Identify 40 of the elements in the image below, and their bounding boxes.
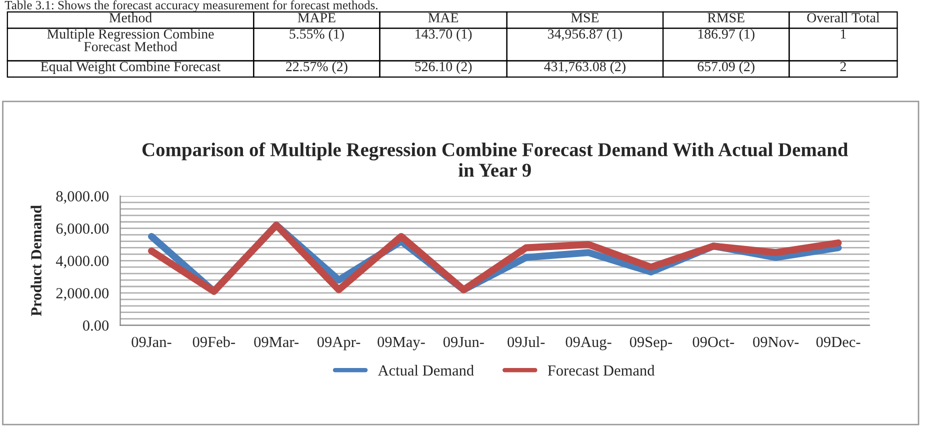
legend-label: Forecast Demand [548, 364, 655, 376]
category-label: Overall Total [807, 12, 880, 22]
category-label: RMSE [708, 13, 744, 22]
x-tick-label: 09Jul- [508, 336, 545, 348]
text: 2 [840, 62, 846, 72]
y-axis-title: Product Demand [30, 205, 42, 316]
x-tick-label: 09Apr- [317, 336, 360, 350]
x-tick-label: 09Oct- [692, 336, 734, 348]
category-label: MAE [428, 13, 458, 22]
y-tick-label: 8,000.00 [56, 191, 109, 204]
text: 22.57% (2) [286, 61, 348, 74]
y-tick-label: 2,000.00 [56, 288, 109, 301]
y-tick-label: 0.00 [82, 320, 109, 331]
x-tick-label: 09Aug- [566, 336, 612, 350]
y-tick-label: 4,000.00 [56, 256, 109, 268]
text: Multiple Regression Combine Forecast Method [47, 28, 214, 52]
text: Equal Weight Combine Forecast [40, 61, 221, 74]
text: Table 3.1: Shows the forecast accuracy measurement for forecast methods. [4, 0, 378, 12]
text: 34,956.87 (1) [548, 28, 622, 42]
x-tick-label: 09Dec- [816, 336, 860, 348]
text: 431,763.08 (2) [544, 61, 626, 74]
x-tick-label: 09May- [378, 336, 425, 350]
text: 5.55% (1) [290, 28, 344, 42]
x-tick-label: 09Jun- [443, 336, 484, 348]
legend-label: Actual Demand [378, 364, 474, 376]
x-tick-label: 09Sep- [630, 336, 672, 350]
text: 657.09 (2) [698, 61, 754, 74]
category-label: Method [109, 12, 152, 22]
x-tick-label: 09Feb- [192, 336, 235, 348]
x-tick-label: 09Nov- [753, 336, 799, 348]
category-label: MAPE [298, 13, 336, 22]
text: 143.70 (1) [416, 28, 472, 42]
text: 1 [840, 29, 846, 39]
x-tick-label: 09Mar- [254, 336, 299, 348]
text: 186.97 (1) [698, 28, 754, 42]
x-tick-label: 09Jan- [132, 336, 172, 348]
category-label: MSE [571, 13, 599, 22]
y-tick-label: 6,000.00 [56, 223, 109, 236]
chart-title: Comparison of Multiple Regression Combine Forecast Demand With Actual Demand in Year 9 [142, 142, 848, 177]
text: 526.10 (2) [415, 61, 472, 74]
